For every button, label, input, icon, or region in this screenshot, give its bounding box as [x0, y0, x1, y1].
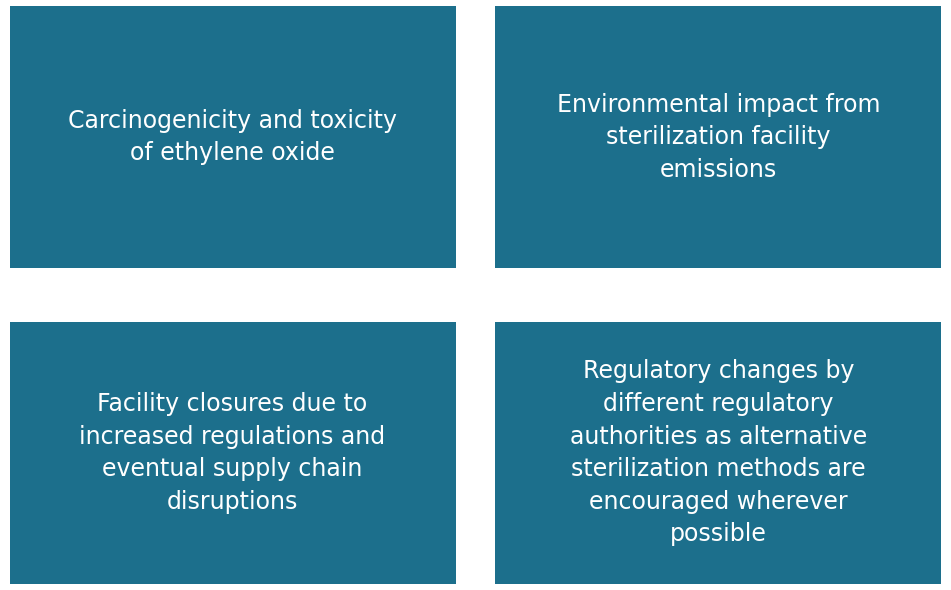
Bar — [10, 6, 456, 268]
Text: Regulatory changes by
different regulatory
authorities as alternative
sterilizat: Regulatory changes by different regulato… — [570, 359, 867, 546]
Text: Environmental impact from
sterilization facility
emissions: Environmental impact from sterilization … — [556, 93, 881, 182]
Bar — [495, 322, 941, 584]
Bar — [10, 322, 456, 584]
Bar — [495, 6, 941, 268]
Text: Facility closures due to
increased regulations and
eventual supply chain
disrupt: Facility closures due to increased regul… — [80, 392, 385, 514]
Text: Carcinogenicity and toxicity
of ethylene oxide: Carcinogenicity and toxicity of ethylene… — [68, 109, 397, 165]
